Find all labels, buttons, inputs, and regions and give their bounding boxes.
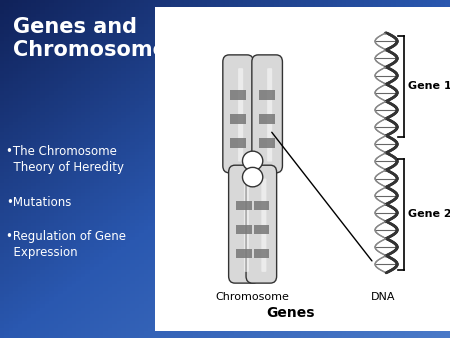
Bar: [230, 138, 246, 148]
Text: Gene 2: Gene 2: [408, 210, 450, 219]
FancyBboxPatch shape: [238, 68, 243, 162]
Ellipse shape: [243, 167, 263, 187]
Text: Genes and
Chromosomes: Genes and Chromosomes: [13, 17, 179, 60]
Ellipse shape: [243, 151, 263, 171]
Bar: [236, 225, 252, 234]
Bar: [236, 201, 252, 210]
Bar: [230, 114, 246, 124]
Text: Gene 1: Gene 1: [408, 81, 450, 91]
FancyBboxPatch shape: [223, 55, 253, 173]
FancyBboxPatch shape: [267, 68, 272, 162]
Text: •The Chromosome
  Theory of Heredity: •The Chromosome Theory of Heredity: [6, 145, 124, 174]
FancyBboxPatch shape: [252, 55, 283, 173]
FancyBboxPatch shape: [244, 178, 249, 272]
Bar: [259, 91, 275, 100]
Text: DNA: DNA: [371, 292, 396, 302]
Text: Genes: Genes: [266, 306, 315, 320]
Text: •Mutations: •Mutations: [6, 196, 72, 209]
Text: •Regulation of Gene
  Expression: •Regulation of Gene Expression: [6, 230, 126, 259]
Bar: [236, 248, 252, 258]
Bar: [259, 114, 275, 124]
FancyBboxPatch shape: [155, 7, 450, 331]
Bar: [253, 248, 269, 258]
Bar: [253, 225, 269, 234]
Bar: [253, 201, 269, 210]
FancyBboxPatch shape: [261, 178, 266, 272]
Bar: [259, 138, 275, 148]
FancyBboxPatch shape: [246, 165, 277, 283]
FancyBboxPatch shape: [229, 165, 259, 283]
Text: Chromosome: Chromosome: [216, 292, 289, 302]
Bar: [230, 91, 246, 100]
